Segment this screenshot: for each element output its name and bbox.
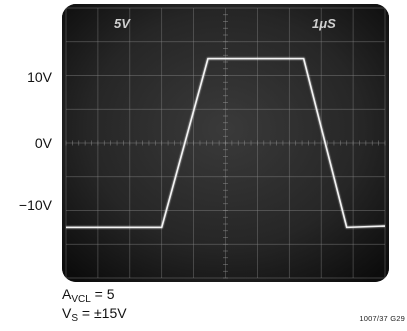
oscilloscope-screen: 5V 1μS xyxy=(62,4,389,282)
supply-subscript: S xyxy=(71,313,79,324)
y-tick-label-0v: 0V xyxy=(34,135,52,151)
supply-value: = ±15V xyxy=(78,305,127,321)
graticule xyxy=(65,7,386,279)
waveform-trace xyxy=(66,57,386,229)
gain-condition: AVCL = 5 xyxy=(62,286,115,308)
gain-value: = 5 xyxy=(90,286,115,302)
supply-symbol: V xyxy=(62,305,72,321)
time-scale-label: 1μS xyxy=(312,16,336,31)
figure-id: 1007/37 G29 xyxy=(359,314,405,323)
gain-symbol: A xyxy=(62,286,72,302)
y-tick-label-minus-10v: −10V xyxy=(18,197,52,213)
vertical-scale-label: 5V xyxy=(114,16,131,31)
gain-subscript: VCL xyxy=(71,294,91,305)
y-tick-label-10v: 10V xyxy=(27,69,52,85)
oscilloscope-plot: 5V 1μS xyxy=(62,4,389,282)
trace-layer xyxy=(66,57,386,229)
supply-condition: VS = ±15V xyxy=(62,305,127,327)
